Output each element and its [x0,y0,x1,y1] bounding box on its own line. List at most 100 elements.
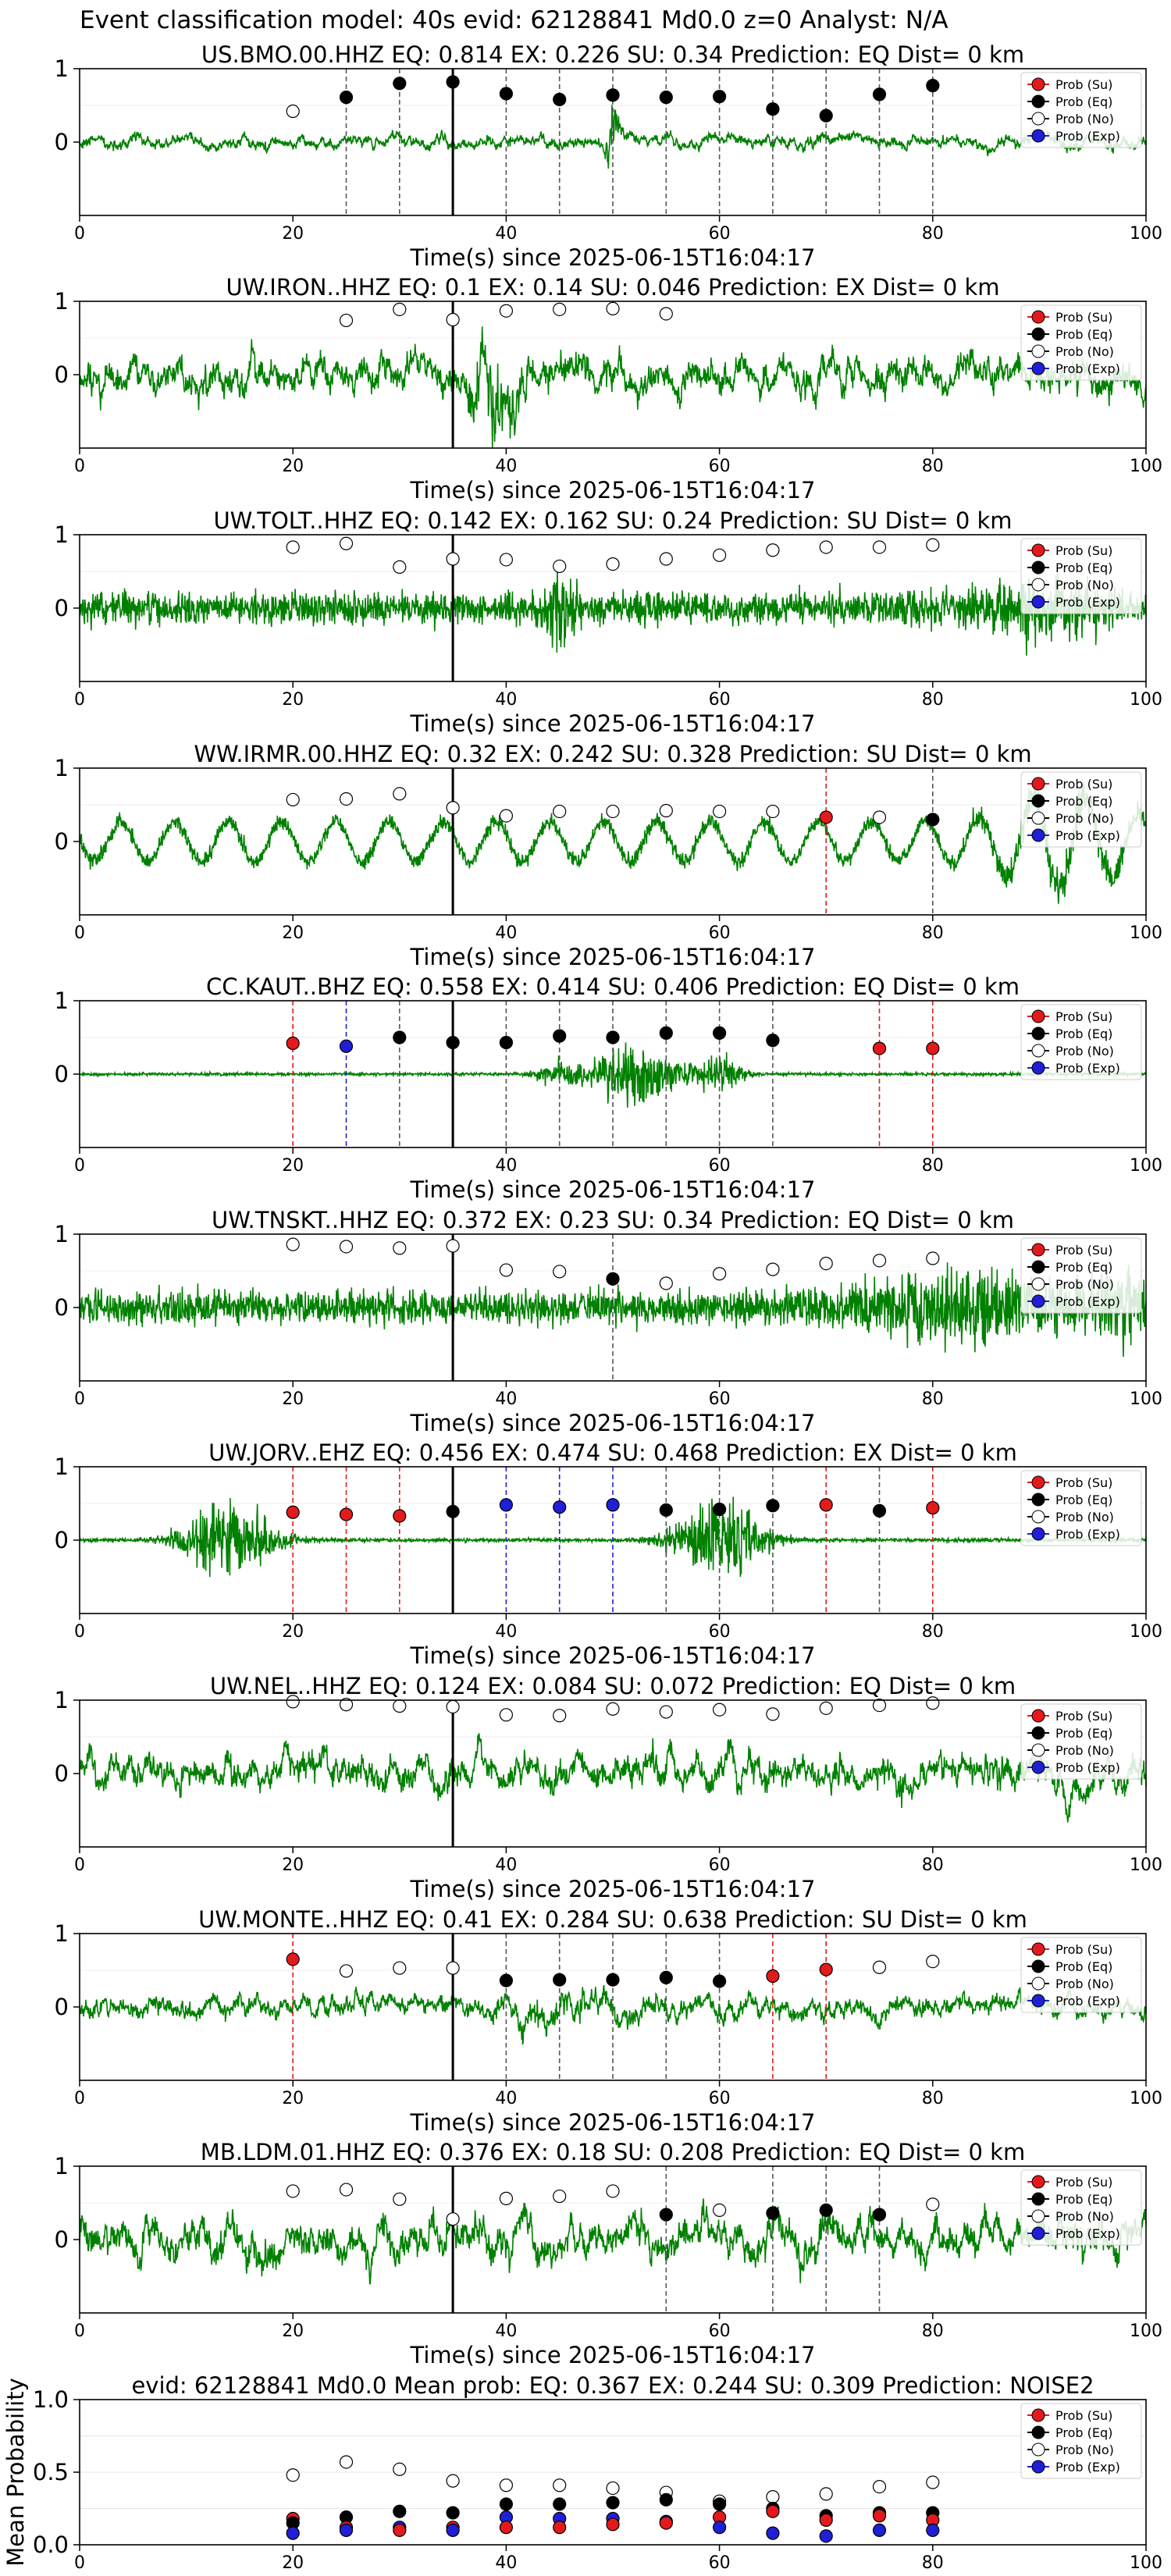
probability-point-no [339,2455,354,2469]
x-tick-label: 40 [495,1389,517,1409]
x-axis-label: Time(s) since 2025-06-15T16:04:17 [410,1876,816,1902]
y-tick-label: 0 [55,1994,69,2020]
legend-label: Prob (Exp) [1055,129,1120,144]
probability-point-no [393,2462,407,2476]
legend-label: Prob (Exp) [1055,361,1120,376]
x-tick-label: 40 [495,457,517,476]
probability-point-eq [499,1035,514,1050]
probability-point-no [553,1265,567,1279]
legend-label: Prob (Eq) [1055,560,1112,575]
probability-point-no [712,548,727,562]
probability-point-no [872,1960,887,1974]
legend-box [1020,2403,1142,2479]
y-tick-label: 1 [55,55,69,82]
y-tick-label: 0 [55,1061,69,1087]
x-axis-label: Time(s) since 2025-06-15T16:04:17 [410,944,816,970]
y-tick-label: 0 [55,2226,69,2253]
probability-point-no [819,540,833,554]
probability-point-no [606,804,620,819]
x-tick-label: 40 [495,1856,517,1875]
legend-marker [1031,2408,1045,2422]
legend-marker [1031,1760,1045,1774]
x-axis-label: Time(s) since 2025-06-15T16:04:17 [410,2342,816,2368]
probability-point-no [606,2481,620,2496]
probability-point-eq [499,1973,514,1987]
legend-label: Prob (Su) [1055,543,1112,558]
x-tick-label: 40 [495,2553,517,2573]
probability-point-eq [339,91,354,105]
legend-marker [1031,578,1045,592]
probability-point-no [606,2184,620,2198]
legend-marker [1031,310,1045,324]
probability-point-no [499,304,514,318]
legend-marker [1031,1493,1045,1507]
legend-marker [1031,1260,1045,1274]
probability-point-su [819,810,833,824]
legend-label: Prob (Exp) [1055,1994,1120,2008]
station-panel: UW.IRON..HHZ EQ: 0.1 EX: 0.14 SU: 0.046 … [55,274,1162,503]
probability-point-eq [659,1970,673,1984]
legend-marker [1031,2226,1045,2240]
x-tick-label: 60 [709,1622,731,1642]
legend-box [1020,1937,1142,2013]
legend-box [1020,72,1142,148]
y-tick-label: 1.0 [33,2386,69,2413]
probability-point-no [499,1263,514,1277]
legend-marker [1031,1527,1045,1541]
legend-box [1020,304,1142,381]
legend-label: Prob (Exp) [1055,1527,1120,1542]
legend-marker [1031,2460,1045,2474]
probability-point-no [712,2203,727,2217]
probability-point-eq [712,1026,727,1040]
probability-point-eq [553,92,567,107]
x-tick-label: 0 [74,2553,85,2573]
x-tick-label: 20 [282,923,304,943]
y-tick-label: 0 [55,129,69,155]
probability-point-eq [659,1026,673,1040]
legend-label: Prob (No) [1055,1277,1114,1292]
legend-marker [1031,1294,1045,1308]
probability-point-no [339,536,354,550]
legend-marker [1031,2443,1045,2457]
y-tick-label: 1 [55,2153,69,2179]
probability-point-su [553,2521,567,2535]
x-tick-label: 60 [709,1856,731,1875]
probability-point-eq [926,79,940,93]
x-tick-label: 40 [495,690,517,710]
x-tick-label: 80 [922,1389,944,1409]
x-tick-label: 80 [922,2553,944,2573]
x-tick-label: 60 [709,2089,731,2108]
legend-box [1020,771,1142,848]
probability-point-su [819,1962,833,1976]
legend-label: Prob (No) [1055,1044,1114,1059]
station-panel: WW.IRMR.00.HHZ EQ: 0.32 EX: 0.242 SU: 0.… [55,741,1162,970]
legend-label: Prob (Exp) [1055,2226,1120,2241]
probability-point-no [446,312,460,327]
probability-point-no [286,792,300,807]
probability-point-no [446,1699,460,1714]
probability-point-no [926,538,940,552]
probability-point-no [819,2487,833,2501]
x-tick-label: 40 [495,2089,517,2108]
probability-point-eq [606,88,620,102]
legend-label: Prob (No) [1055,1976,1114,1991]
probability-point-no [499,553,514,567]
legend-label: Prob (Exp) [1055,595,1120,610]
x-tick-label: 0 [74,1389,85,1409]
probability-point-exp [606,1498,620,1512]
probability-point-eq [819,109,833,123]
probability-point-no [499,809,514,823]
probability-point-eq [659,91,673,105]
station-panel: UW.TOLT..HHZ EQ: 0.142 EX: 0.162 SU: 0.2… [55,507,1162,737]
probability-point-no [819,1256,833,1271]
x-axis-label: Time(s) since 2025-06-15T16:04:17 [410,1410,816,1436]
probability-point-no [766,804,780,819]
probability-point-no [712,804,727,819]
waveform-trace [79,781,1147,904]
probability-point-eq [872,2208,887,2222]
probability-point-su [286,1505,300,1519]
legend-label: Prob (Su) [1055,1243,1112,1258]
x-axis-label: Time(s) since 2025-06-15T16:04:17 [410,2109,816,2136]
probability-point-eq [606,2496,620,2510]
probability-point-no [446,801,460,815]
